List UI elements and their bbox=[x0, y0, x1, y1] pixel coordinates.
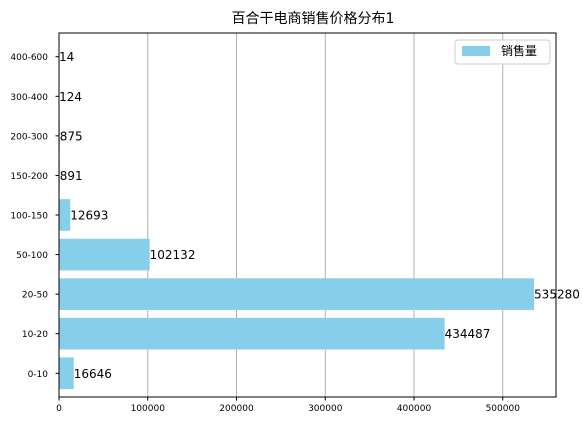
bars bbox=[59, 40, 535, 390]
legend-label: 销售量 bbox=[501, 43, 537, 58]
x-tick-label: 500000 bbox=[486, 404, 521, 414]
data-label-100-150: 12693 bbox=[70, 209, 108, 223]
x-tick-label: 400000 bbox=[397, 404, 432, 414]
y-tick-label: 300-400 bbox=[10, 93, 48, 103]
chart-title: 百合干电商销售价格分布1 bbox=[232, 11, 395, 27]
legend-swatch bbox=[462, 46, 490, 56]
y-tick-label: 20-50 bbox=[22, 291, 48, 301]
x-tick-label: 200000 bbox=[219, 404, 254, 414]
y-axis: 0-10 10-20 20-50 50-100 100-150 150-200 200-30… bbox=[10, 53, 59, 380]
x-axis: 0 100000 200000 300000 400000 500000 bbox=[56, 397, 520, 414]
data-label-50-100: 102132 bbox=[150, 248, 196, 262]
x-tick-label: 100000 bbox=[131, 404, 166, 414]
data-label-0-10: 16646 bbox=[74, 367, 112, 381]
data-label-150-200: 891 bbox=[60, 169, 83, 183]
x-tick-label: 0 bbox=[56, 404, 62, 414]
x-tick-label: 300000 bbox=[308, 404, 343, 414]
data-label-200-300: 875 bbox=[60, 129, 83, 143]
y-tick-label: 0-10 bbox=[28, 370, 49, 380]
y-tick-label: 100-150 bbox=[10, 212, 48, 222]
bar-50-100 bbox=[59, 238, 150, 271]
y-tick-label: 200-300 bbox=[10, 132, 48, 142]
y-tick-label: 150-200 bbox=[10, 172, 48, 182]
data-label-300-400: 124 bbox=[59, 90, 82, 104]
y-tick-label: 10-20 bbox=[22, 330, 48, 340]
y-tick-label: 50-100 bbox=[16, 251, 48, 261]
data-label-20-50: 535280 bbox=[534, 288, 580, 302]
y-tick-label: 400-600 bbox=[10, 53, 48, 63]
data-label-10-20: 434487 bbox=[445, 327, 491, 341]
bar-10-20 bbox=[59, 317, 445, 350]
bar-0-10 bbox=[59, 357, 74, 390]
data-label-400-600: 14 bbox=[59, 50, 74, 64]
bar-100-150 bbox=[59, 199, 71, 231]
data-labels: 16646 434487 535280 102132 12693 891 875 124 14 bbox=[59, 50, 580, 381]
bar-20-50 bbox=[59, 278, 535, 310]
legend: 销售量 bbox=[454, 39, 551, 65]
